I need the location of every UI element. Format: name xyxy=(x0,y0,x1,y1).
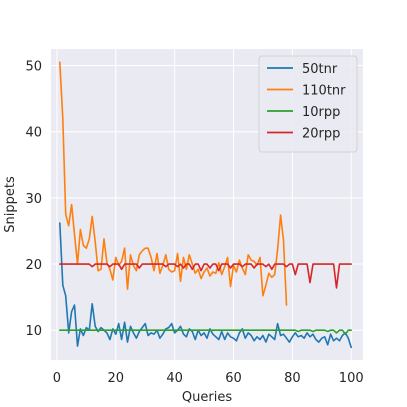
x-tick-label: 40 xyxy=(166,371,183,386)
x-tick-labels: 0 20 40 60 80 100 xyxy=(53,371,364,386)
legend-box xyxy=(258,55,358,153)
y-tick-label: 10 xyxy=(25,324,42,339)
legend-label-110tnr: 110tnr xyxy=(302,84,346,99)
y-tick-label: 40 xyxy=(25,126,42,141)
legend-label-10rpp: 10rpp xyxy=(302,105,340,120)
series-line-20rpp xyxy=(58,263,353,289)
y-tick-label: 30 xyxy=(25,192,42,207)
legend-label-50tnr: 50tnr xyxy=(302,62,338,77)
x-tick-label: 0 xyxy=(53,371,61,386)
series-line-110tnr xyxy=(58,61,288,306)
series-lines xyxy=(58,61,353,349)
y-tick-label: 20 xyxy=(25,258,42,273)
x-tick-label: 60 xyxy=(225,371,242,386)
series-line-50tnr xyxy=(58,222,353,349)
x-tick-label: 20 xyxy=(107,371,124,386)
y-tick-labels: 10 20 30 40 50 xyxy=(25,60,42,340)
legend-label-20rpp: 20rpp xyxy=(302,127,340,142)
series-line-10rpp xyxy=(58,329,353,336)
x-axis-label: Queries xyxy=(182,390,232,405)
legend: 50tnr 110tnr 10rpp 20rpp xyxy=(258,55,358,153)
y-tick-label: 50 xyxy=(25,60,42,75)
y-axis-label: Snippets xyxy=(3,176,18,233)
x-tick-label: 80 xyxy=(284,371,301,386)
x-tick-label: 100 xyxy=(339,371,364,386)
